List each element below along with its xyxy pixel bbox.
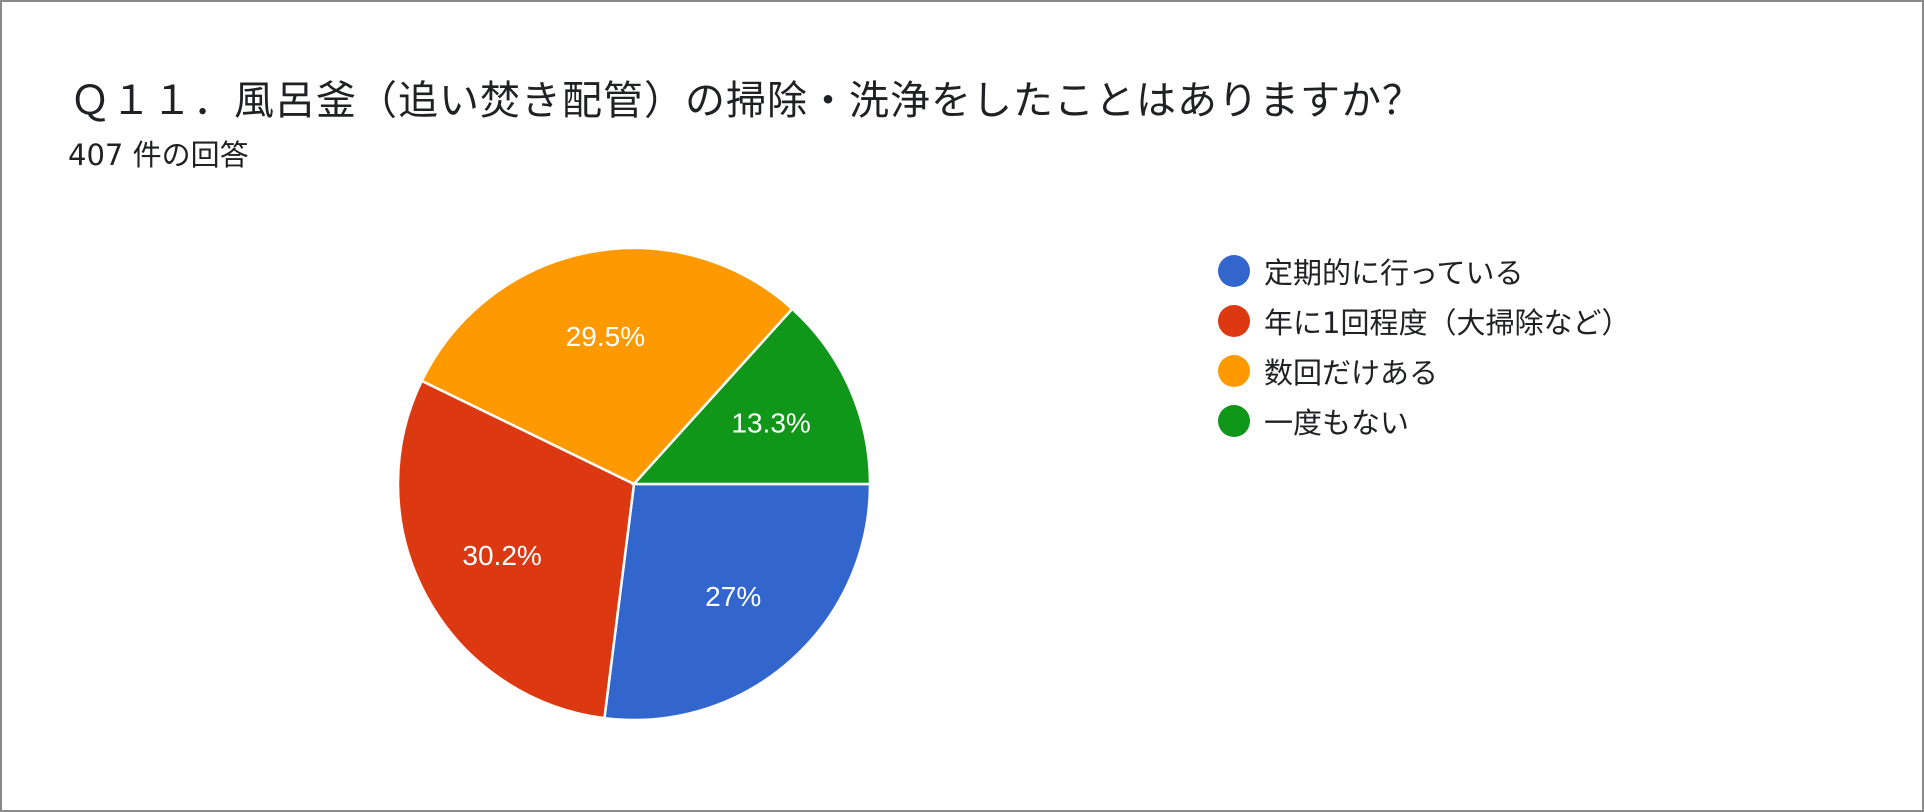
- slice-percent-label: 27%: [705, 581, 761, 612]
- pie-slice-3[interactable]: [420, 246, 795, 486]
- pie-slice-1[interactable]: [603, 482, 872, 722]
- legend-swatch: [1218, 355, 1250, 387]
- legend-label: 年に1回程度（大掃除など）: [1264, 306, 1631, 340]
- response-count: 407 件の回答: [68, 138, 249, 172]
- legend-label: 一度もない: [1264, 406, 1410, 440]
- legend-item[interactable]: 一度もない: [1218, 396, 1630, 446]
- slice-percent-label: 29.5%: [566, 321, 645, 352]
- legend-item[interactable]: 年に1回程度（大掃除など）: [1218, 296, 1630, 346]
- pie-slice-2[interactable]: [396, 379, 636, 720]
- pie-slice-4[interactable]: [631, 307, 872, 486]
- chart-legend: 定期的に行っている年に1回程度（大掃除など） 数回だけある 一度もない: [1218, 246, 1630, 446]
- legend-swatch: [1218, 305, 1250, 337]
- slice-percent-label: 13.3%: [731, 408, 810, 439]
- legend-swatch: [1218, 405, 1250, 437]
- chart-title: Ｑ１１．風呂釜（追い焚き配管）の掃除・洗浄をしたことはありますか？: [70, 78, 1423, 124]
- slice-percent-label: 30.2%: [462, 540, 541, 571]
- legend-label: 数回だけある: [1264, 356, 1439, 390]
- legend-item[interactable]: 定期的に行っている: [1218, 246, 1630, 296]
- legend-label: 定期的に行っている: [1264, 256, 1524, 290]
- legend-swatch: [1218, 255, 1250, 287]
- legend-item[interactable]: 数回だけある: [1218, 346, 1630, 396]
